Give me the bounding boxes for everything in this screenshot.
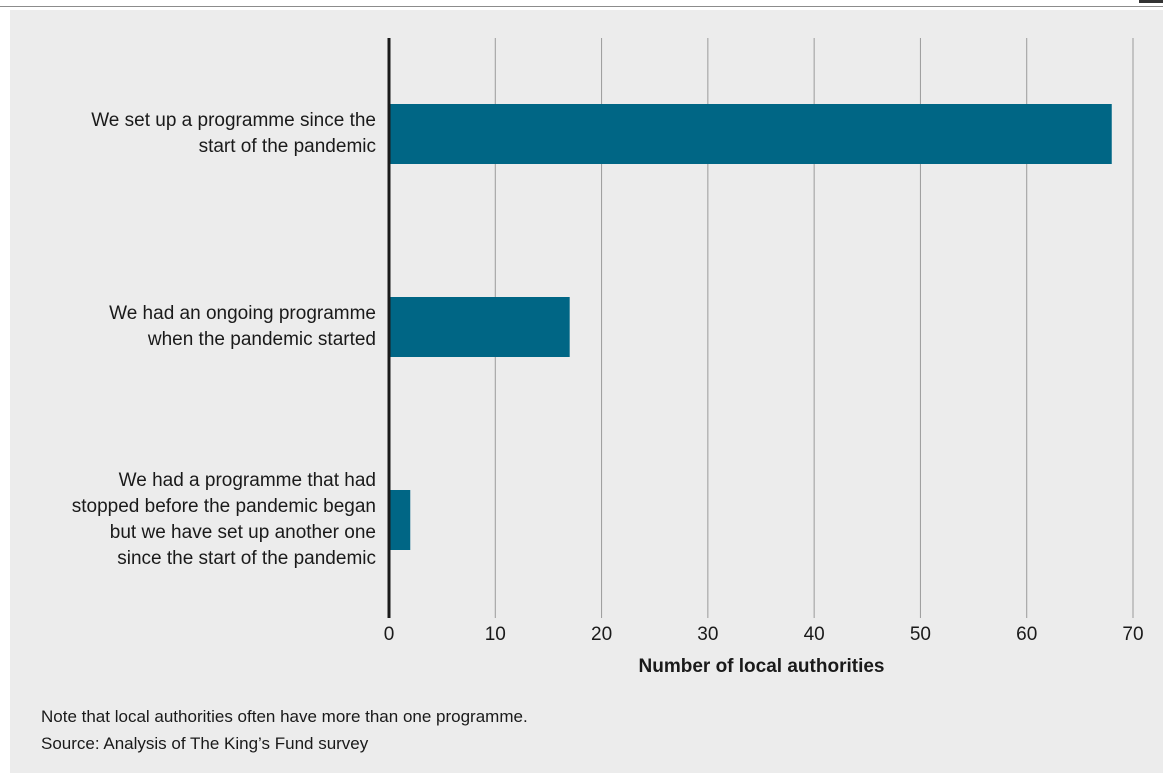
note-text: Note that local authorities often have m… <box>41 707 528 726</box>
category-label-line: We had a programme that had <box>118 470 376 491</box>
x-tick-label-70: 70 <box>1122 624 1143 645</box>
category-label-line: We set up a programme since the <box>91 110 376 131</box>
category-label-3: We had a programme that had stopped befor… <box>20 468 376 572</box>
x-tick-label-0: 0 <box>384 624 395 645</box>
source-text: Source: Analysis of The King’s Fund surv… <box>41 734 369 753</box>
category-label-1: We set up a programme since the start of … <box>20 108 376 160</box>
category-label-2: We had an ongoing programme when the pand… <box>20 301 376 353</box>
category-label-line: when the pandemic started <box>147 329 376 350</box>
x-tick-label-30: 30 <box>697 624 718 645</box>
category-label-line: stopped before the pandemic began <box>71 496 376 517</box>
x-axis-label: Number of local authorities <box>638 656 885 677</box>
x-tick-label-10: 10 <box>485 624 506 645</box>
x-tick-label-50: 50 <box>910 624 931 645</box>
x-tick-label-20: 20 <box>591 624 612 645</box>
top-divider <box>0 6 1163 7</box>
bar-3 <box>389 490 411 550</box>
bar-1 <box>389 104 1112 164</box>
x-tick-label-40: 40 <box>804 624 825 645</box>
category-label-line: since the start of the pandemic <box>117 548 376 569</box>
category-label-line: start of the pandemic <box>198 136 376 157</box>
corner-mark <box>1139 0 1163 3</box>
category-label-line: We had an ongoing programme <box>109 303 376 324</box>
x-tick-label-60: 60 <box>1016 624 1037 645</box>
category-label-line: but we have set up another one <box>109 522 376 543</box>
bar-2 <box>389 297 570 357</box>
